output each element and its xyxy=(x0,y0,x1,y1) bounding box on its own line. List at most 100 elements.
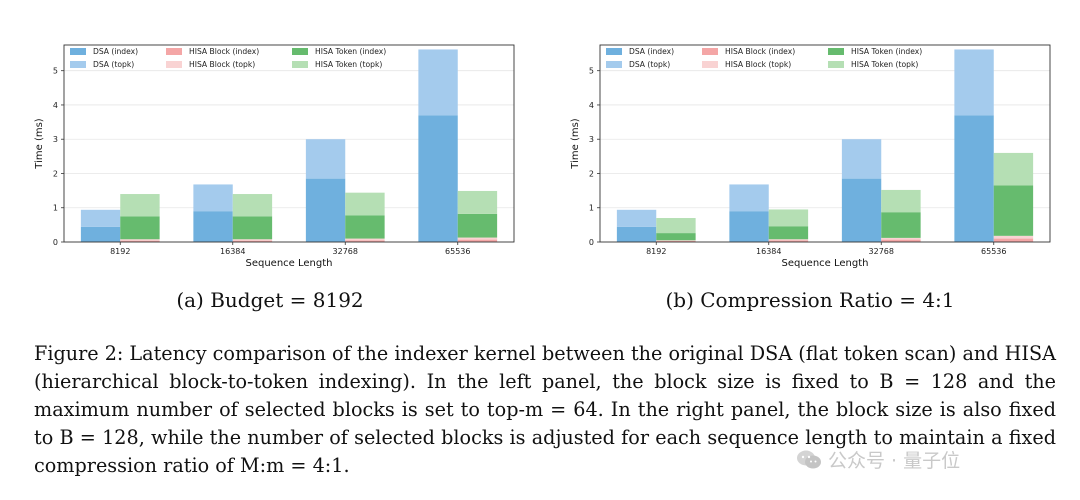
legend-label: HISA Token (topk) xyxy=(851,60,918,69)
bar-hisa-block-index-8192 xyxy=(656,240,696,242)
legend-swatch xyxy=(828,61,844,68)
legend-swatch xyxy=(702,61,718,68)
bar-dsa-index-16384 xyxy=(193,211,233,242)
bar-hisa-token-index-16384 xyxy=(232,216,273,240)
bar-dsa-index-32768 xyxy=(841,178,882,242)
bar-hisa-block-index-32768 xyxy=(345,240,385,242)
x-tick-label: 65536 xyxy=(445,247,470,256)
bar-hisa-block-index-16384 xyxy=(768,240,809,242)
bar-hisa-token-index-8192 xyxy=(656,233,696,241)
y-tick-label: 4 xyxy=(589,101,594,110)
legend-swatch xyxy=(606,48,622,55)
y-tick-label: 2 xyxy=(53,169,58,178)
plot-frame xyxy=(599,44,1051,243)
bar-dsa-topk-8192 xyxy=(616,209,657,227)
chart-compression-ratio: 0 1 2 3 4 5 8192 16384 32768 65536 Sequence Length… xyxy=(570,44,1051,269)
bar-hisa-token-topk-32768 xyxy=(881,189,921,213)
legend: DSA (index) HISA Block (index) HISA Token … xyxy=(70,47,386,69)
bar-hisa-token-topk-65536 xyxy=(993,152,1034,186)
bar-hisa-token-index-32768 xyxy=(881,212,921,238)
bar-hisa-token-topk-32768 xyxy=(345,192,385,216)
bar-dsa-index-16384 xyxy=(729,211,769,242)
bar-dsa-topk-16384 xyxy=(193,184,233,212)
bar-hisa-block-topk-8192 xyxy=(120,239,160,241)
watermark-text: 公众号 · 量子位 xyxy=(828,450,961,472)
bar-dsa-topk-16384 xyxy=(729,184,769,212)
bar-hisa-block-topk-65536 xyxy=(993,235,1034,239)
y-tick-label: 5 xyxy=(589,67,594,76)
legend-swatch xyxy=(292,48,308,55)
legend: DSA (index) HISA Block (index) HISA Token … xyxy=(606,47,922,69)
y-axis-label: Time (ms) xyxy=(570,118,581,170)
x-tick-label: 65536 xyxy=(981,247,1006,256)
bar-hisa-block-topk-32768 xyxy=(345,238,385,241)
y-tick-label: 3 xyxy=(589,135,594,144)
legend-swatch xyxy=(70,48,86,55)
legend-label: HISA Token (topk) xyxy=(315,60,382,69)
bar-hisa-token-index-16384 xyxy=(768,226,809,240)
bar-hisa-token-index-65536 xyxy=(993,185,1034,236)
y-tick-label: 1 xyxy=(53,204,58,213)
x-tick-label: 32768 xyxy=(333,247,358,256)
bar-dsa-topk-65536 xyxy=(954,49,994,116)
bar-hisa-block-index-16384 xyxy=(232,240,273,242)
x-tick-label: 8192 xyxy=(110,247,130,256)
legend-swatch xyxy=(702,48,718,55)
bar-hisa-block-index-65536 xyxy=(993,238,1034,242)
bar-hisa-block-index-8192 xyxy=(120,240,160,242)
bar-hisa-token-index-8192 xyxy=(120,216,160,240)
y-tick-label: 1 xyxy=(589,204,594,213)
subcaption-a: (a) Budget = 8192 xyxy=(176,288,364,312)
y-tick-label: 5 xyxy=(53,67,58,76)
watermark: 公众号 · 量子位 xyxy=(796,446,960,473)
x-axis-label: Sequence Length xyxy=(782,258,869,269)
x-axis-label: Sequence Length xyxy=(246,258,333,269)
y-tick-label: 0 xyxy=(53,238,58,247)
legend-swatch xyxy=(166,48,182,55)
bar-hisa-block-topk-16384 xyxy=(768,239,809,241)
bar-hisa-token-topk-16384 xyxy=(232,194,273,217)
legend-swatch xyxy=(292,61,308,68)
bar-hisa-token-topk-8192 xyxy=(120,194,160,217)
y-tick-label: 3 xyxy=(53,135,58,144)
legend-label: HISA Block (topk) xyxy=(725,60,791,69)
legend-label: HISA Block (topk) xyxy=(189,60,255,69)
bar-dsa-topk-32768 xyxy=(841,139,882,179)
y-tick-label: 0 xyxy=(589,238,594,247)
legend-label: HISA Token (index) xyxy=(851,47,922,56)
legend-swatch xyxy=(606,61,622,68)
bar-hisa-block-index-65536 xyxy=(457,239,498,242)
legend-swatch xyxy=(166,61,182,68)
bar-hisa-token-topk-8192 xyxy=(656,218,696,234)
bar-dsa-index-8192 xyxy=(616,226,657,242)
bar-hisa-block-topk-8192 xyxy=(656,240,696,241)
subcaption-b: (b) Compression Ratio = 4:1 xyxy=(665,288,955,312)
figure-caption: Figure 2: Latency comparison of the index… xyxy=(34,340,1056,480)
bar-hisa-block-index-32768 xyxy=(881,239,921,242)
bar-dsa-index-65536 xyxy=(954,115,994,242)
x-tick-label: 8192 xyxy=(646,247,666,256)
bar-dsa-topk-32768 xyxy=(305,139,346,179)
legend-label: HISA Block (index) xyxy=(725,47,795,56)
bar-hisa-token-topk-16384 xyxy=(768,209,809,227)
figure-label: Figure 2: xyxy=(34,342,124,365)
legend-swatch xyxy=(70,61,86,68)
legend-label: DSA (topk) xyxy=(629,60,670,69)
plot-frame xyxy=(63,44,515,243)
bar-hisa-block-topk-65536 xyxy=(457,237,498,240)
bar-dsa-topk-8192 xyxy=(80,209,121,227)
bar-hisa-token-topk-65536 xyxy=(457,190,498,214)
bar-hisa-block-topk-32768 xyxy=(881,237,921,240)
bar-dsa-index-32768 xyxy=(305,178,346,242)
wechat-logo-icon xyxy=(797,450,821,468)
bar-hisa-token-index-65536 xyxy=(457,213,498,238)
legend-label: HISA Block (index) xyxy=(189,47,259,56)
bar-dsa-index-65536 xyxy=(418,115,458,242)
y-tick-label: 2 xyxy=(589,169,594,178)
x-tick-label: 16384 xyxy=(220,247,245,256)
y-axis-label: Time (ms) xyxy=(34,118,45,170)
legend-label: DSA (index) xyxy=(629,47,674,56)
legend-label: HISA Token (index) xyxy=(315,47,386,56)
bar-dsa-topk-65536 xyxy=(418,49,458,116)
